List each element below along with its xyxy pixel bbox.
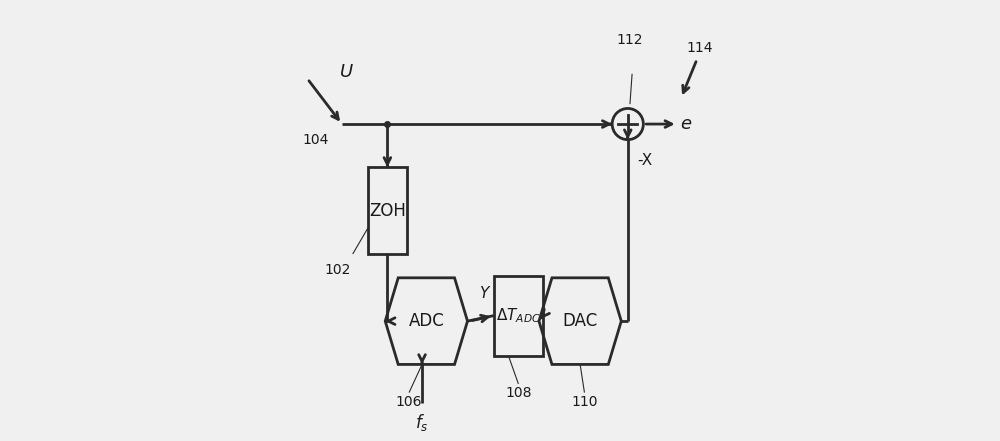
- Text: 112: 112: [617, 33, 643, 47]
- Text: $\Delta T_{ADC}$: $\Delta T_{ADC}$: [496, 306, 541, 325]
- Text: -X: -X: [637, 153, 653, 168]
- Text: e: e: [680, 115, 691, 133]
- Bar: [494, 276, 543, 356]
- Text: 114: 114: [686, 41, 712, 55]
- Text: ZOH: ZOH: [369, 202, 406, 220]
- Text: 104: 104: [303, 133, 329, 147]
- Text: 108: 108: [505, 386, 532, 400]
- Text: $f_s$: $f_s$: [415, 412, 429, 433]
- Text: Y: Y: [479, 286, 488, 301]
- Text: 102: 102: [324, 263, 351, 277]
- Text: DAC: DAC: [563, 312, 598, 330]
- Text: 110: 110: [571, 395, 598, 409]
- Text: 106: 106: [396, 395, 422, 409]
- Text: U: U: [340, 63, 353, 81]
- Text: ADC: ADC: [408, 312, 444, 330]
- Bar: [368, 168, 407, 254]
